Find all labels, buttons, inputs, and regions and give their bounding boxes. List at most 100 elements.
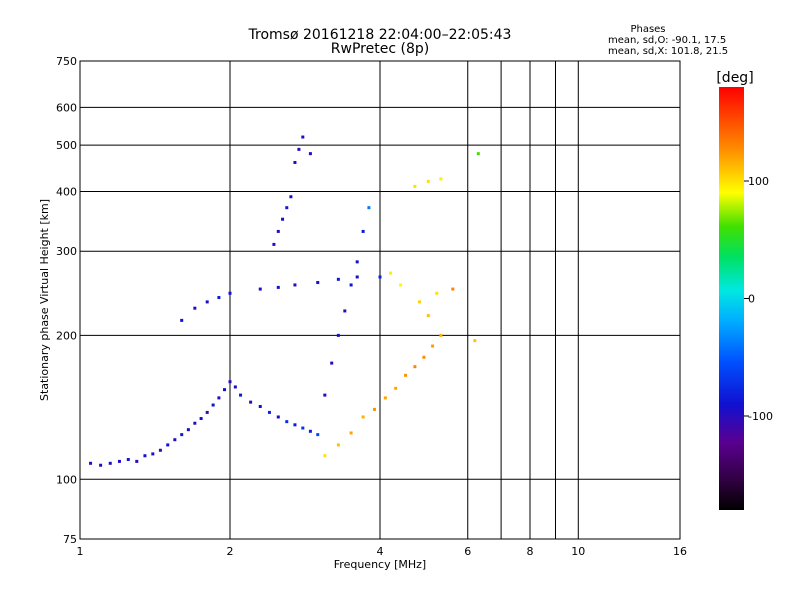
data-point-x	[403, 373, 407, 377]
data-point-o	[289, 195, 293, 199]
data-point-o	[166, 443, 170, 447]
data-point-x	[399, 283, 403, 287]
data-point-o	[276, 229, 280, 233]
y-tick-label: 400	[56, 185, 77, 198]
data-point-o	[361, 229, 365, 233]
data-point-o	[285, 420, 289, 424]
data-point-o	[301, 135, 305, 139]
data-point-o	[173, 438, 177, 442]
data-point-o	[349, 283, 353, 287]
info-line-1: mean, sd,O: -90.1, 17.5	[608, 35, 726, 46]
colorbar	[719, 87, 744, 510]
data-point-x	[451, 287, 455, 291]
data-point-o	[258, 404, 262, 408]
data-point-o	[217, 396, 221, 400]
data-point-o	[343, 309, 347, 313]
data-point-o	[293, 283, 297, 287]
y-tick-labels: 75 100 200 300 400 500 600 750	[56, 55, 77, 546]
data-point-x	[413, 184, 417, 188]
data-point-x	[413, 365, 417, 369]
data-point-x	[389, 271, 393, 275]
data-point-o	[180, 433, 184, 437]
data-point-x	[336, 443, 340, 447]
data-point-x	[383, 396, 387, 400]
data-point-o	[211, 403, 215, 407]
data-point-o	[143, 454, 147, 458]
data-point-x	[435, 291, 439, 295]
data-point-o	[126, 457, 130, 461]
data-point-o	[308, 152, 312, 156]
data-point-o	[336, 333, 340, 337]
data-point-o	[217, 296, 221, 300]
data-point-o	[193, 421, 197, 425]
x-tick-label: 8	[527, 545, 534, 558]
data-point-o	[233, 385, 237, 389]
data-point-o	[355, 275, 359, 279]
x-tick-label: 10	[571, 545, 585, 558]
data-point-o	[316, 281, 320, 285]
chart-title: Tromsø 20161218 22:04:00–22:05:43	[248, 27, 512, 43]
y-tick-label: 750	[56, 55, 77, 68]
data-point-o	[276, 285, 280, 289]
data-point-o	[378, 275, 382, 279]
data-point-o	[336, 277, 340, 281]
colorbar-tick-label: 100	[748, 175, 769, 188]
colorbar-tick-label: 0	[748, 293, 755, 306]
colorbar-tick-label: -100	[748, 410, 773, 423]
data-point-o	[151, 452, 155, 456]
data-point-o	[186, 428, 190, 432]
data-point-o	[276, 415, 280, 419]
grid-lines	[80, 61, 680, 539]
x-tick-labels: 1 2 4 6 8 10 16	[77, 545, 688, 558]
x-tick-label: 4	[377, 545, 384, 558]
data-point-o	[193, 306, 197, 310]
data-point-x	[476, 152, 480, 156]
y-tick-label: 500	[56, 139, 77, 152]
colorbar-ticks: 100 0 -100	[744, 175, 773, 423]
x-axis-label: Frequency [MHz]	[334, 558, 426, 571]
data-point-o	[180, 318, 184, 322]
data-point-x	[417, 300, 421, 304]
data-point-o	[258, 287, 262, 291]
data-point-o	[228, 291, 232, 295]
data-point-x	[426, 179, 430, 183]
data-point-o	[239, 393, 243, 397]
data-point-o	[281, 217, 285, 221]
x-tick-label: 1	[77, 545, 84, 558]
data-point-o	[297, 147, 301, 151]
data-point-o	[316, 433, 320, 437]
data-point-x	[473, 339, 477, 343]
data-point-x	[323, 454, 327, 458]
data-point-o	[323, 393, 327, 397]
data-point-x	[439, 177, 443, 181]
data-point-o	[205, 300, 209, 304]
y-tick-label: 100	[56, 473, 77, 486]
y-tick-label: 600	[56, 101, 77, 114]
data-point-x	[394, 386, 398, 390]
data-point-x	[426, 314, 430, 318]
data-point-x	[422, 355, 426, 359]
data-point-o	[199, 417, 203, 421]
data-point-o	[293, 160, 297, 164]
data-point-o	[89, 461, 93, 465]
y-tick-label: 200	[56, 329, 77, 342]
data-point-o	[330, 361, 334, 365]
data-point-x	[373, 407, 377, 411]
data-point-o	[293, 423, 297, 427]
data-point-o	[135, 459, 139, 463]
data-point-o	[205, 410, 209, 414]
data-point-o	[223, 388, 227, 392]
x-tick-label: 6	[464, 545, 471, 558]
data-point-x	[431, 344, 435, 348]
y-tick-label: 300	[56, 245, 77, 258]
data-point-o	[99, 463, 103, 467]
data-point-o	[108, 461, 112, 465]
info-line-2: mean, sd,X: 101.8, 21.5	[608, 46, 728, 57]
x-tick-label: 2	[227, 545, 234, 558]
x-tick-label: 16	[673, 545, 687, 558]
info-title: Phases	[630, 24, 665, 35]
chart-subtitle: RwPretec (8p)	[331, 41, 429, 57]
data-point-o	[367, 206, 371, 210]
data-point-o	[249, 400, 253, 404]
data-point-x	[349, 431, 353, 435]
